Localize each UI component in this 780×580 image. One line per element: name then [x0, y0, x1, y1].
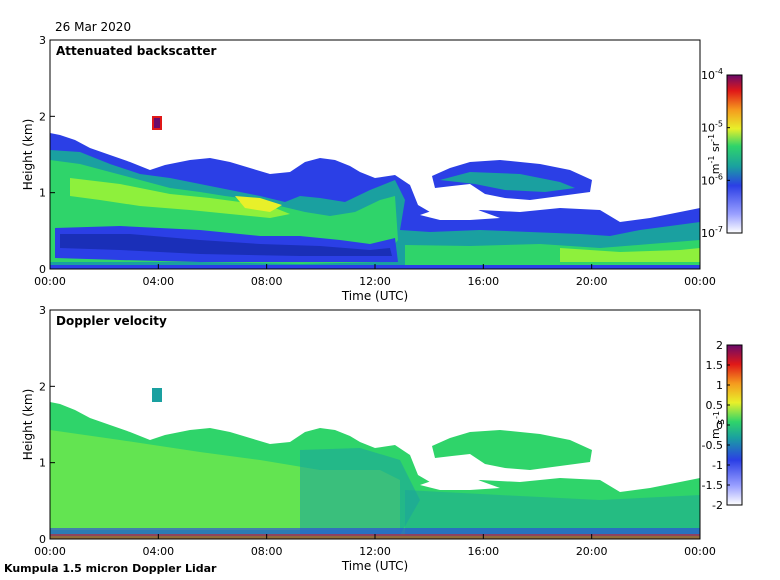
instrument-caption: Kumpula 1.5 micron Doppler Lidar	[4, 562, 217, 575]
x-axis-label: Time (UTC)	[341, 289, 408, 303]
x-tick-label: 16:00	[467, 275, 499, 288]
colorbar-tick-label: -1	[712, 459, 723, 472]
x-tick-label: 20:00	[576, 545, 608, 558]
date-label: 26 Mar 2020	[55, 20, 132, 34]
backscatter-field	[50, 116, 700, 269]
colorbar-unit-label: m s-1	[709, 411, 727, 439]
colorbar-tick-label: 10-5	[701, 120, 723, 135]
y-tick-label: 0	[39, 263, 46, 276]
colorbar-unit-label: m-1 sr-1	[707, 134, 722, 174]
x-axis-label: Time (UTC)	[341, 559, 408, 573]
x-tick-label: 00:00	[684, 545, 716, 558]
panel-velocity	[49, 309, 701, 540]
chart-title: Doppler velocity	[56, 314, 167, 328]
y-tick-label: 0	[39, 533, 46, 546]
y-tick-label: 2	[39, 110, 46, 123]
colorbar-tick-label: 10-7	[701, 225, 723, 240]
y-tick-label: 1	[39, 187, 46, 200]
x-tick-label: 08:00	[251, 545, 283, 558]
panel-backscatter	[49, 39, 701, 270]
x-tick-label: 20:00	[576, 275, 608, 288]
y-axis-label: Height (km)	[21, 389, 35, 460]
x-tick-label: 00:00	[684, 275, 716, 288]
colorbar-tick-label: 1.5	[706, 359, 724, 372]
colorbar-tick-label: 0.5	[706, 399, 724, 412]
colorbar-tick-label: 0	[716, 419, 723, 432]
y-tick-label: 3	[39, 304, 46, 317]
x-tick-label: 00:00	[34, 275, 66, 288]
y-tick-label: 2	[39, 380, 46, 393]
colorbar-backscatter	[726, 74, 743, 234]
colorbar-tick-label: 2	[716, 339, 723, 352]
colorbar-tick-label: -0.5	[702, 439, 723, 452]
x-tick-label: 12:00	[359, 275, 391, 288]
x-tick-label: 04:00	[142, 545, 174, 558]
velocity-field	[50, 388, 700, 539]
colorbar-tick-label: -2	[712, 499, 723, 512]
x-tick-label: 08:00	[251, 275, 283, 288]
y-tick-label: 3	[39, 34, 46, 47]
y-tick-label: 1	[39, 457, 46, 470]
x-tick-label: 00:00	[34, 545, 66, 558]
x-tick-label: 12:00	[359, 545, 391, 558]
colorbar-tick-label: 10-4	[701, 67, 723, 82]
colorbar-tick-label: -1.5	[702, 479, 723, 492]
chart-title: Attenuated backscatter	[56, 44, 216, 58]
x-tick-label: 16:00	[467, 545, 499, 558]
y-axis-label: Height (km)	[21, 119, 35, 190]
x-tick-label: 04:00	[142, 275, 174, 288]
colorbar-tick-label: 1	[716, 379, 723, 392]
